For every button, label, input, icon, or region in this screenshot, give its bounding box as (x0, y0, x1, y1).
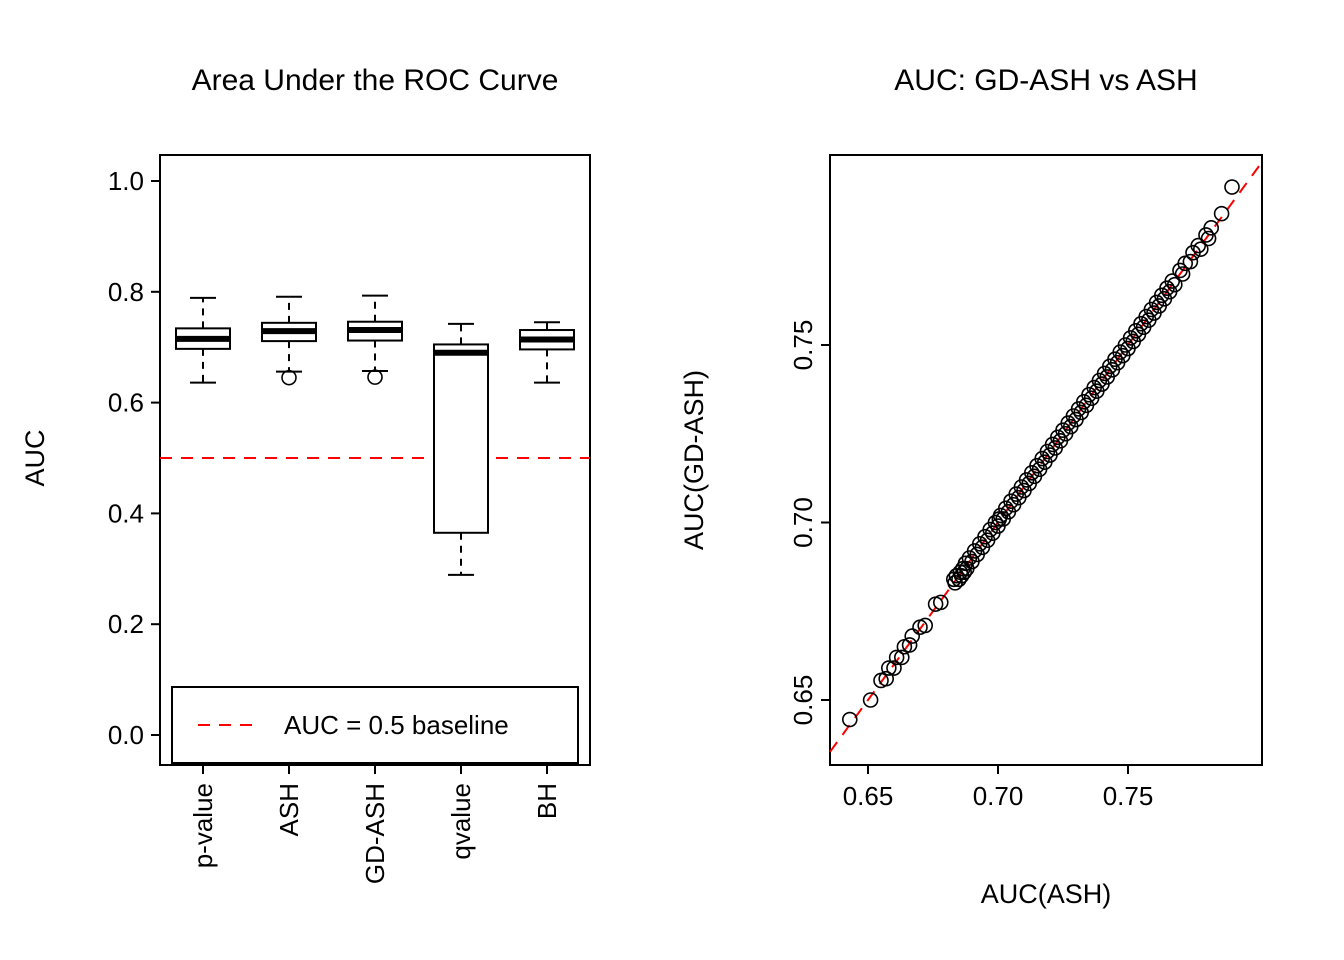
data-point (1190, 237, 1206, 254)
legend-label: AUC = 0.5 baseline (284, 710, 509, 740)
data-point (1200, 230, 1217, 247)
category-label-qvalue: qvalue (446, 783, 476, 860)
legend-box (171, 686, 579, 764)
data-point (904, 628, 921, 644)
data-point (932, 594, 949, 611)
scatter-points (841, 179, 1240, 728)
identity-line (829, 161, 1263, 753)
y-tick-label: 1.0 (108, 166, 144, 196)
data-point (880, 660, 897, 676)
data-point (841, 711, 858, 728)
y-tick-label: 0.65 (788, 675, 818, 726)
category-label-gd-ash: GD-ASH (360, 783, 390, 884)
data-point (1193, 241, 1209, 257)
outlier-point (367, 369, 383, 385)
boxplot-frame (159, 154, 591, 766)
boxplot-title: Area Under the ROC Curve (191, 64, 559, 97)
legend: AUC = 0.5 baseline (171, 686, 579, 764)
data-point (1203, 220, 1219, 236)
data-point (901, 637, 918, 653)
data-point (862, 692, 879, 708)
data-point (888, 649, 905, 666)
y-tick-label: 0.75 (788, 320, 818, 371)
data-point (878, 670, 895, 687)
data-point (917, 617, 934, 634)
outlier-point (281, 369, 297, 386)
y-tick-label: 0.0 (108, 720, 144, 750)
box-qvalue (433, 322, 489, 576)
y-tick-label: 0.70 (788, 497, 818, 548)
x-tick-label: 0.65 (843, 781, 894, 811)
data-point (893, 649, 910, 666)
iqr-box (433, 343, 489, 534)
data-point (1167, 276, 1183, 293)
data-point (1164, 273, 1180, 289)
box-bh (519, 321, 575, 384)
category-label-p-value: p-value (188, 783, 218, 868)
data-point (957, 555, 974, 572)
data-point (1224, 179, 1240, 195)
box-p-value (175, 296, 231, 384)
x-tick-label: 0.70 (973, 781, 1024, 811)
scatter-panel: 0.65 0.70 0.75 0.65 0.70 0.75 AUC(ASH) AUC(GD-A… (679, 154, 1263, 909)
data-point (956, 564, 973, 581)
y-axis-label: AUC (20, 429, 50, 486)
category-label-bh: BH (532, 783, 562, 819)
y-tick-label: 0.6 (108, 388, 144, 418)
boxplot-panel: 0.0 0.2 0.4 0.6 0.8 1.0 AUC p-value ASH GD-ASH qva… (20, 154, 591, 884)
box-ash (261, 295, 317, 386)
scatter-title: AUC: GD-ASH vs ASH (894, 64, 1198, 97)
data-point (1182, 253, 1199, 270)
y-tick-label: 0.8 (108, 277, 144, 307)
box-gd-ash (347, 294, 403, 385)
data-point (886, 660, 902, 676)
category-label-ash: ASH (274, 783, 304, 836)
y-tick-label: 0.2 (108, 609, 144, 639)
data-point (1213, 205, 1230, 222)
y-axis-label: AUC(GD-ASH) (679, 370, 709, 550)
x-axis-label: AUC(ASH) (981, 879, 1112, 909)
data-point (1174, 266, 1191, 282)
scatter-frame (829, 154, 1263, 766)
x-tick-label: 0.75 (1103, 781, 1154, 811)
y-tick-label: 0.4 (108, 498, 144, 528)
